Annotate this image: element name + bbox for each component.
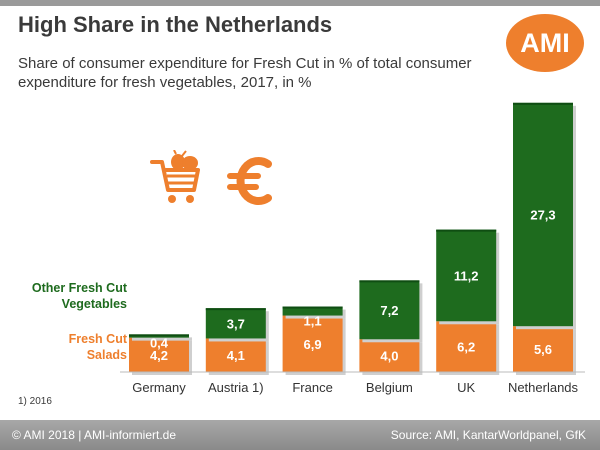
bar-segment-vegetables	[359, 280, 420, 340]
category-label: Netherlands	[508, 380, 579, 395]
bar-segment-salads	[205, 338, 266, 372]
legend-label: Other Fresh Cut	[32, 281, 128, 295]
value-label: 11,2	[454, 268, 479, 283]
value-label: 7,2	[380, 303, 398, 318]
bar-segment-vegetables	[436, 229, 497, 322]
value-label: 5,6	[534, 342, 552, 357]
legend-label: Salads	[87, 348, 127, 362]
top-rule	[0, 0, 600, 6]
category-label: Austria 1)	[208, 380, 264, 395]
copyright-text: © AMI 2018 | AMI-informiert.de	[12, 428, 177, 442]
category-label: UK	[457, 380, 475, 395]
footer-bar: © AMI 2018 | AMI-informiert.de Source: A…	[0, 420, 600, 450]
value-label: 0,4	[150, 336, 169, 351]
bar-segment-salads	[359, 339, 420, 372]
value-label: 1,1	[304, 314, 322, 329]
bar-top-edge	[359, 280, 420, 283]
value-label: 6,9	[304, 337, 322, 352]
bar-segment-vegetables	[513, 102, 573, 327]
source-text: Source: AMI, KantarWorldpanel, GfK	[390, 428, 586, 442]
ami-logo: AMI	[506, 14, 584, 72]
shopping-cart-vegetables-icon	[150, 150, 200, 203]
category-label: Germany	[132, 380, 186, 395]
value-label: 27,3	[530, 208, 555, 223]
euro-icon	[227, 157, 272, 205]
bar-segment-salads	[513, 326, 573, 372]
value-label: 4,0	[380, 349, 398, 364]
bar-segment-vegetables	[282, 306, 343, 316]
bar-top-edge	[436, 229, 497, 232]
legend-label: Fresh Cut	[69, 332, 128, 346]
category-label: Belgium	[366, 380, 413, 395]
category-label: France	[292, 380, 332, 395]
value-label: 4,2	[150, 348, 168, 363]
bar-top-edge	[129, 334, 189, 337]
value-label: 4,1	[227, 348, 245, 363]
decorative-icons	[150, 150, 272, 205]
bar-top-edge	[205, 308, 266, 311]
bar-segment-vegetables	[205, 308, 266, 339]
bar-top-edge	[513, 102, 573, 105]
bar-segment-salads	[436, 321, 497, 372]
bar-segment-salads	[129, 337, 189, 372]
bar-segment-salads	[282, 315, 343, 372]
page-subtitle: Share of consumer expenditure for Fresh …	[18, 55, 472, 91]
value-label: 3,7	[227, 316, 245, 331]
bar-top-edge	[282, 306, 343, 309]
bar-shadow	[132, 337, 192, 341]
stacked-bar-chart: 4,20,4 Germany 4,1 3,7 Austria 1) 6,9 1,1 Franc…	[32, 102, 585, 395]
legend-label: Vegetables	[62, 297, 127, 311]
value-label: 6,2	[457, 340, 475, 355]
page-title: High Share in the Netherlands	[18, 12, 333, 37]
footnote: 1) 2016	[18, 396, 52, 407]
